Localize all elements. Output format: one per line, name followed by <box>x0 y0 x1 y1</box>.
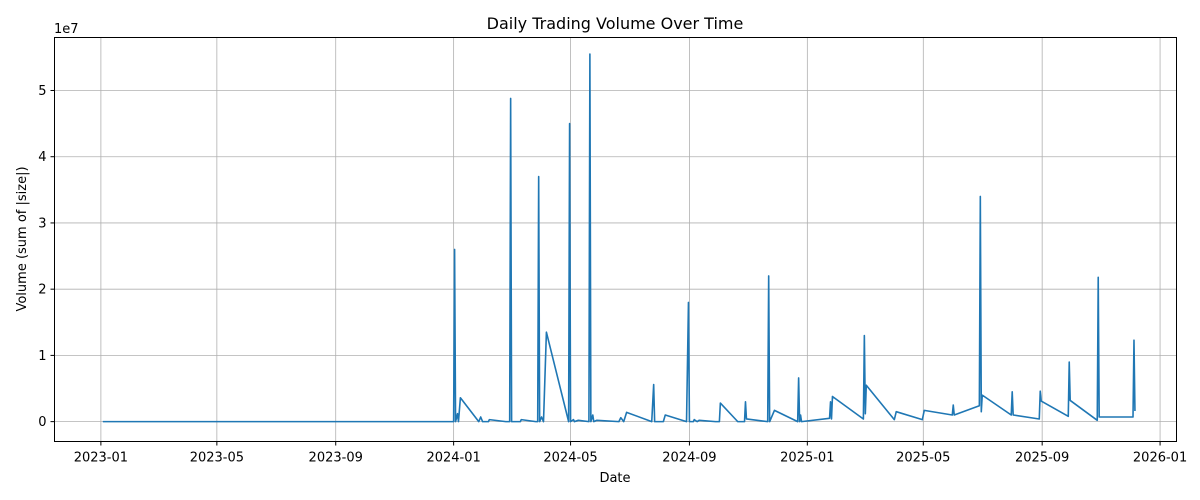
x-tick-label: 2025-01 <box>780 451 834 466</box>
y-tick-label: 2 <box>38 283 46 298</box>
y-axis-offset-text: 1e7 <box>54 22 79 37</box>
x-tick-label: 2023-01 <box>74 451 128 466</box>
plot-frame <box>54 37 1177 442</box>
x-tick-label: 2024-05 <box>543 451 597 466</box>
y-tick-label: 5 <box>38 84 46 99</box>
x-tick-label: 2025-05 <box>896 451 950 466</box>
y-tick-label: 4 <box>38 150 46 165</box>
y-tick-label: 0 <box>38 415 46 430</box>
x-tick-label: 2026-01 <box>1133 451 1187 466</box>
x-axis: 2023-01 2023-05 2023-09 2024-01 2024-05 2024-… <box>74 441 1187 466</box>
x-tick-label: 2024-09 <box>662 451 716 466</box>
x-axis-label: Date <box>599 471 630 486</box>
volume-series-line <box>102 53 1136 423</box>
series-layer <box>102 53 1136 423</box>
y-tick-label: 1 <box>38 349 46 364</box>
chart-title: Daily Trading Volume Over Time <box>487 14 744 33</box>
y-tick-label: 3 <box>38 216 46 231</box>
y-axis: 0 1 2 3 4 5 <box>38 84 55 430</box>
x-tick-label: 2025-09 <box>1015 451 1069 466</box>
x-tick-label: 2024-01 <box>426 451 480 466</box>
y-axis-label: Volume (sum of |size|) <box>15 166 30 311</box>
x-tick-label: 2023-05 <box>190 451 244 466</box>
x-tick-label: 2023-09 <box>309 451 363 466</box>
